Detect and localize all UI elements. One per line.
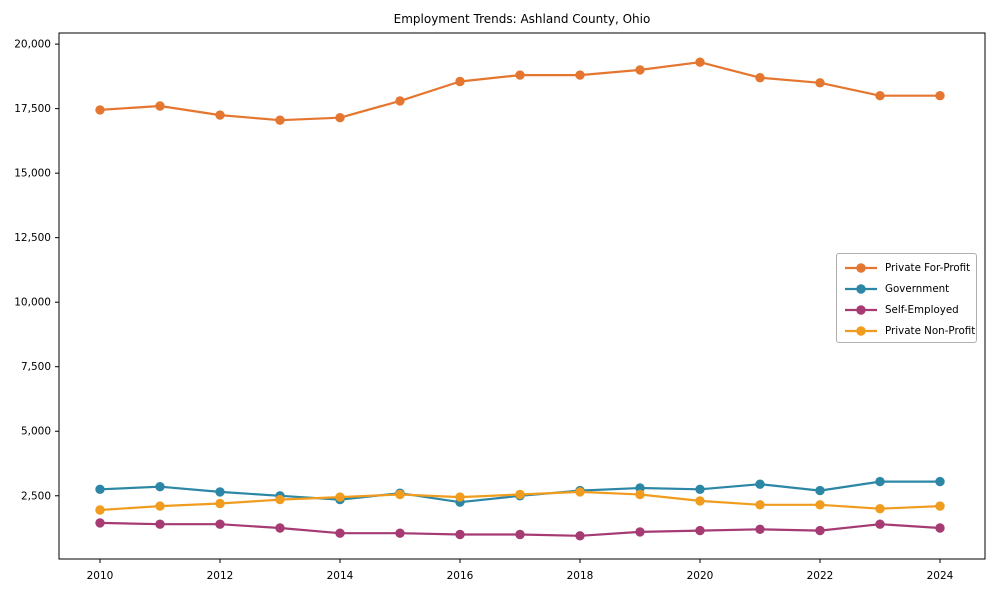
legend-dot [856,325,866,336]
marker-private-non-profit [695,496,705,506]
marker-private-non-profit [455,492,465,502]
marker-government [155,482,165,492]
chart-title: Employment Trends: Ashland County, Ohio [393,12,651,26]
x-tick-label: 2024 [927,570,954,582]
marker-government [215,487,225,497]
marker-private-for-profit [395,96,405,106]
x-tick-label: 2018 [567,570,594,582]
marker-government [815,485,825,496]
y-tick-label: 10,000 [14,297,51,309]
marker-self-employed [215,519,225,529]
x-tick-label: 2016 [447,570,474,582]
marker-private-non-profit [875,504,885,514]
marker-private-non-profit [395,489,405,500]
marker-private-non-profit [935,501,945,511]
marker-private-for-profit [95,105,105,115]
marker-self-employed [335,528,345,538]
marker-self-employed [755,524,765,534]
legend-dot [856,304,866,315]
marker-self-employed [695,525,705,536]
marker-government [755,479,765,489]
marker-private-for-profit [935,91,945,101]
marker-private-for-profit [335,113,345,123]
x-tick-label: 2012 [207,570,234,582]
marker-private-non-profit [635,489,645,500]
y-tick-label: 17,500 [14,103,51,115]
legend-label: Private Non-Profit [885,324,976,337]
legend-dot [856,283,866,294]
marker-private-non-profit [815,500,825,510]
marker-self-employed [455,529,465,540]
marker-private-non-profit [335,492,345,502]
marker-self-employed [635,527,645,537]
marker-private-non-profit [755,500,765,510]
legend-marker-icon [845,325,877,336]
marker-government [875,476,885,487]
legend-marker-icon [845,304,877,315]
legend-label: Self-Employed [885,303,959,316]
x-tick-label: 2014 [327,570,354,582]
marker-private-for-profit [815,78,825,88]
marker-private-non-profit [95,505,105,515]
marker-private-for-profit [875,91,885,101]
legend-label: Government [885,282,950,295]
marker-private-non-profit [215,498,225,509]
marker-private-for-profit [755,73,765,83]
marker-private-for-profit [695,57,705,67]
marker-self-employed [395,528,405,538]
legend-marker-icon [845,283,877,294]
legend-marker-icon [845,262,877,273]
x-tick-label: 2020 [687,570,714,582]
marker-self-employed [275,523,285,533]
x-tick-label: 2010 [87,570,114,582]
marker-private-for-profit [155,101,165,111]
marker-self-employed [815,525,825,536]
y-tick-label: 7,500 [21,361,51,373]
marker-self-employed [155,519,165,529]
x-tick-label: 2022 [807,570,834,582]
marker-private-non-profit [515,489,525,500]
marker-private-non-profit [575,487,585,497]
marker-private-for-profit [515,70,525,80]
legend-item-self-employed: Self-Employed [844,299,969,320]
marker-private-for-profit [455,76,465,87]
y-tick-label: 20,000 [14,39,51,51]
plot-frame [58,32,986,560]
legend-dot [856,262,866,273]
y-tick-label: 12,500 [14,232,51,244]
marker-private-non-profit [155,501,165,511]
marker-government [635,483,645,493]
marker-private-for-profit [275,115,285,125]
legend-item-private-for-profit: Private For-Profit [844,257,971,278]
marker-government [935,476,945,487]
legend-item-government: Government [844,278,969,299]
marker-private-non-profit [275,494,285,505]
y-tick-label: 2,500 [21,490,51,502]
marker-self-employed [575,531,585,541]
chart-legend: Private For-Profit Government Self-Employe… [836,253,977,343]
legend-label: Private For-Profit [885,261,971,274]
marker-self-employed [875,519,885,529]
legend-item-private-non-profit: Private Non-Profit [844,320,975,341]
marker-self-employed [95,518,105,528]
marker-private-for-profit [575,70,585,80]
y-tick-label: 5,000 [21,426,51,438]
marker-self-employed [515,529,525,540]
y-tick-label: 15,000 [14,168,51,180]
marker-self-employed [935,523,945,533]
marker-government [95,484,105,494]
marker-private-for-profit [635,65,645,75]
marker-private-for-profit [215,110,225,120]
marker-government [695,484,705,494]
